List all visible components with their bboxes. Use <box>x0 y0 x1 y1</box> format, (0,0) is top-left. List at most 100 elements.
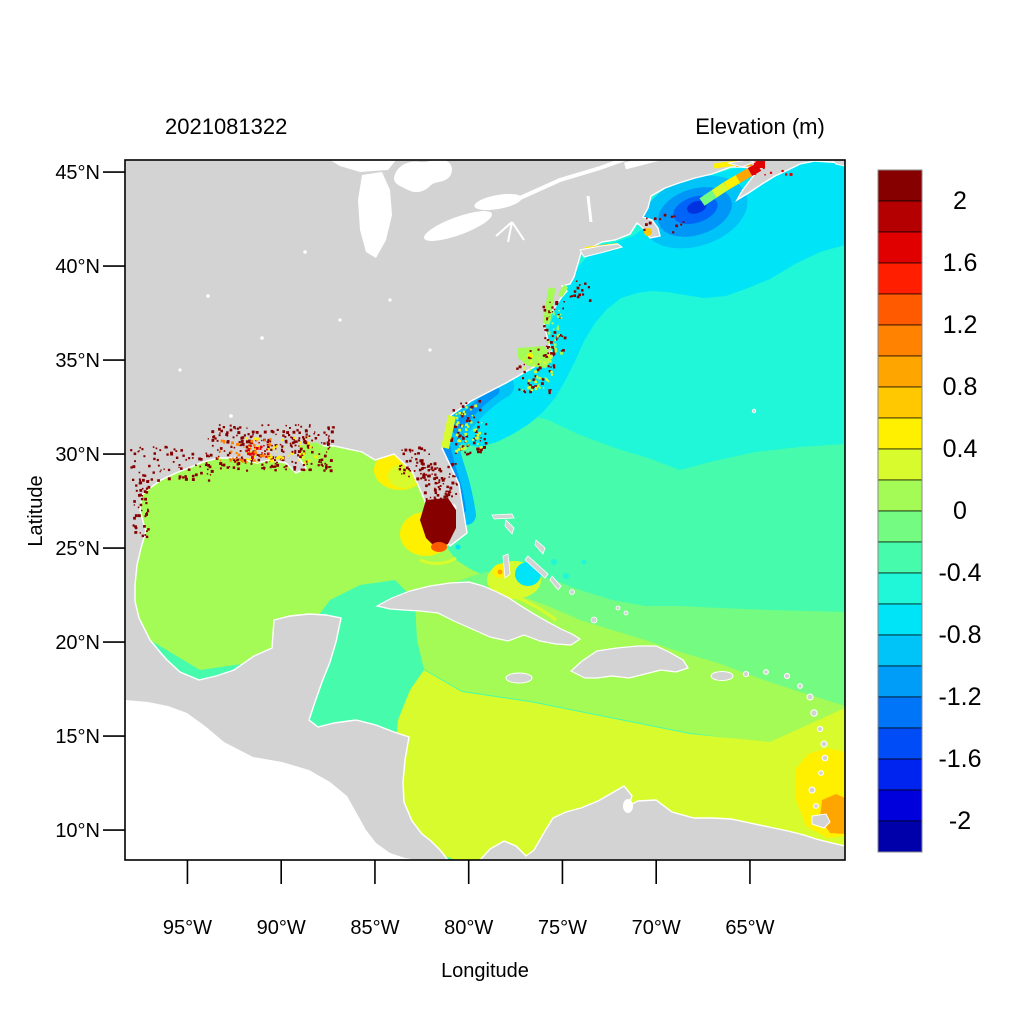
island-cuba <box>375 581 582 646</box>
speckle <box>573 290 577 293</box>
speckle <box>529 350 532 352</box>
speckle <box>557 325 559 327</box>
speckle <box>180 449 183 452</box>
speckle <box>317 434 320 436</box>
speckle <box>455 482 457 485</box>
x-tick-label: 90°W <box>257 917 306 939</box>
speckle <box>534 375 537 378</box>
speckle <box>130 449 133 452</box>
speckle <box>440 499 442 501</box>
speckle <box>547 359 550 361</box>
speckle <box>293 468 296 471</box>
st-lawrence-river <box>519 160 629 200</box>
speckle <box>555 338 558 341</box>
speckle <box>291 450 294 453</box>
speckle <box>172 461 175 463</box>
speckle <box>218 427 221 431</box>
speckle <box>275 433 277 436</box>
speckle <box>474 430 478 433</box>
speckle <box>157 464 160 467</box>
speckle <box>467 425 470 428</box>
speckle <box>256 454 259 456</box>
speckle <box>311 439 313 442</box>
speckle <box>291 460 294 463</box>
speckle <box>264 439 266 441</box>
speckle <box>302 436 305 439</box>
speckle <box>268 443 272 447</box>
speckle <box>421 476 424 479</box>
speckle <box>238 441 241 444</box>
speckle <box>435 476 439 479</box>
speckle-cluster-pamlico-sound <box>516 348 556 395</box>
speckle <box>557 315 559 318</box>
speckle <box>518 365 522 369</box>
speckle <box>285 441 288 444</box>
speckle <box>560 317 563 319</box>
speckle <box>433 477 437 481</box>
speckle <box>283 446 285 448</box>
speckle <box>537 348 540 351</box>
speckle <box>559 313 562 316</box>
louisiana-marsh-green <box>298 442 330 458</box>
speckle <box>159 449 162 452</box>
speckle <box>663 213 667 217</box>
speckle <box>648 221 652 225</box>
speckle <box>547 352 549 355</box>
speckle <box>556 334 559 337</box>
speckle <box>451 463 455 466</box>
colorbar-tick-label: -0.8 <box>938 621 981 649</box>
speckle <box>164 445 168 449</box>
speckle-cluster-louisiana-marsh <box>205 424 335 473</box>
speckle <box>222 426 225 429</box>
speckle <box>548 347 552 351</box>
speckle <box>434 467 437 470</box>
colorbar-segment <box>877 510 923 543</box>
speckle <box>134 531 138 534</box>
speckle <box>587 286 590 289</box>
island-bermuda <box>751 408 757 414</box>
y-tick-label: 15°N <box>55 726 100 748</box>
speckle <box>300 425 303 428</box>
speckle <box>147 510 150 513</box>
speckle <box>222 463 226 467</box>
speckle <box>248 439 252 443</box>
speckle <box>218 434 221 437</box>
speckle <box>206 454 209 458</box>
speckle <box>229 459 232 462</box>
speckle <box>188 457 191 460</box>
speckle <box>182 476 185 479</box>
speckle <box>205 452 208 455</box>
colorbar-segment <box>877 479 923 512</box>
speckle <box>191 452 195 456</box>
speckle <box>429 496 432 499</box>
speckle <box>455 493 458 495</box>
speckle <box>207 479 211 482</box>
speckle <box>427 464 431 468</box>
speckle <box>279 443 282 446</box>
ocean-coastal-cyan-band <box>448 162 845 447</box>
speckle <box>304 461 307 464</box>
speckle <box>236 456 238 459</box>
speckle <box>554 350 558 353</box>
speckle <box>309 424 311 426</box>
y-axis-title: Latitude <box>25 475 47 546</box>
speckle <box>247 452 250 456</box>
speckle <box>290 452 294 455</box>
speckle <box>223 441 226 444</box>
speckle <box>484 432 487 435</box>
speckle <box>135 489 138 492</box>
speckle <box>157 479 160 482</box>
speckle <box>428 479 430 481</box>
speckle <box>147 508 149 511</box>
colorbar-tick-label: -0.4 <box>938 559 981 587</box>
speckle <box>273 465 277 468</box>
colorbar-tick-label: 1.6 <box>943 249 978 277</box>
speckle <box>477 450 480 454</box>
speckle <box>433 462 437 466</box>
speckle <box>467 444 469 446</box>
speckle <box>302 452 306 456</box>
speckle-cluster-texas-coast <box>130 445 212 482</box>
speckle <box>237 453 241 457</box>
speckle <box>563 301 565 303</box>
colorbar-segment <box>877 448 923 481</box>
